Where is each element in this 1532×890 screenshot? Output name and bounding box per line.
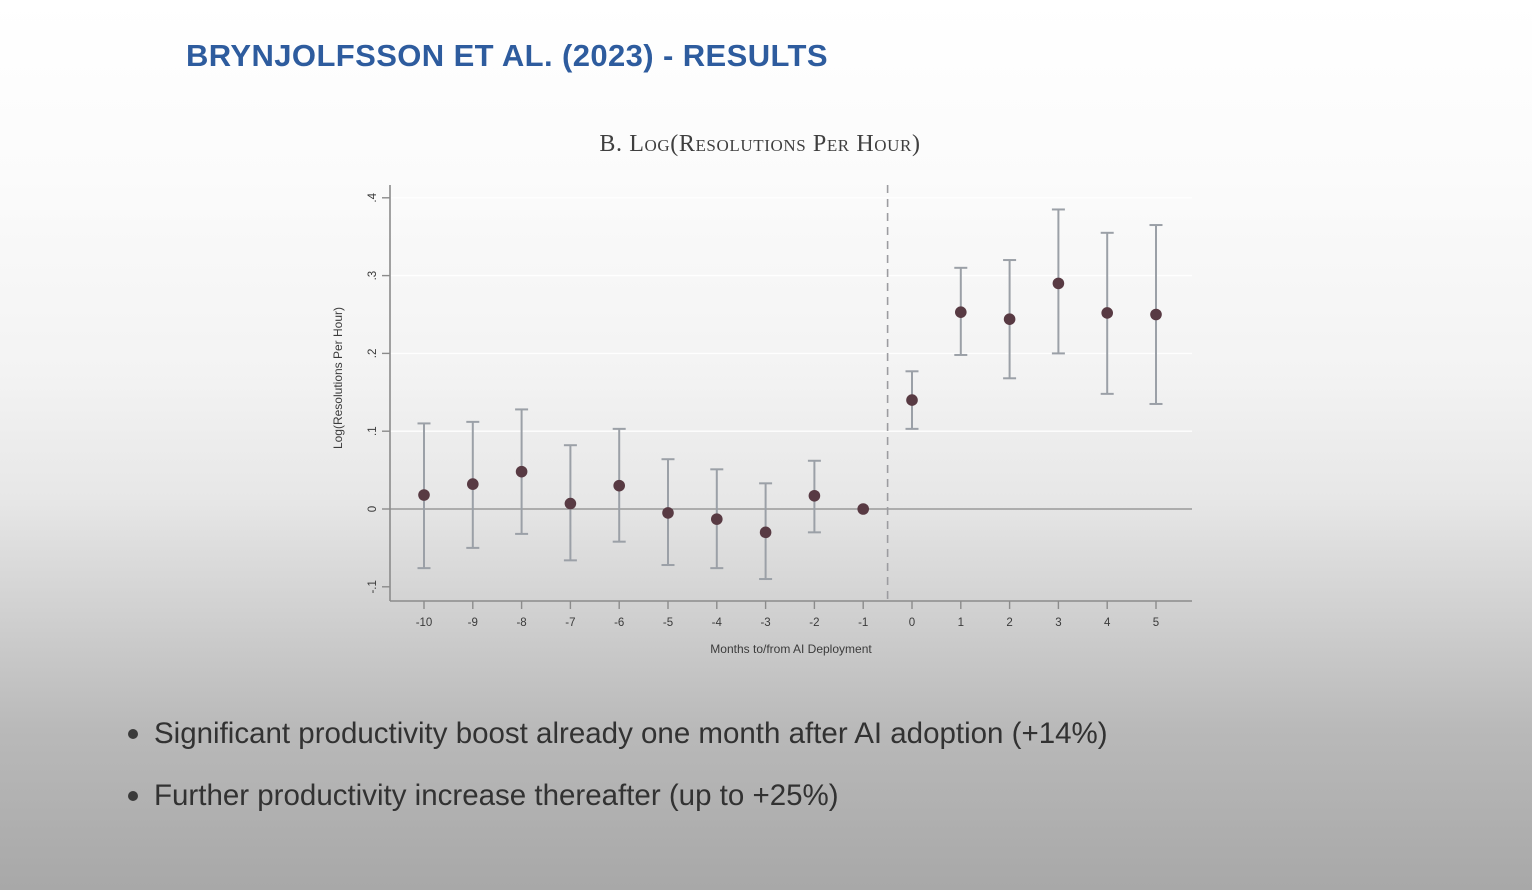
data-point	[759, 526, 772, 539]
chart-title: B. Log(Resolutions Per Hour)	[599, 131, 921, 157]
bullet-text: Significant productivity boost already o…	[154, 717, 1108, 750]
data-point	[808, 489, 821, 502]
x-tick-label: -7	[565, 617, 575, 629]
data-point	[906, 394, 918, 406]
data-point	[418, 489, 430, 501]
x-tick-label: 2	[1006, 617, 1012, 629]
data-point	[613, 479, 625, 492]
x-tick-label: -1	[858, 617, 868, 629]
slide-title: BRYNJOLFSSON ET AL. (2023) - RESULTS	[186, 38, 828, 73]
y-tick-label: .2	[367, 349, 379, 359]
y-tick-label: -.1	[367, 580, 379, 593]
bullet-icon	[128, 791, 138, 801]
x-tick-label: -9	[468, 617, 478, 629]
data-point	[955, 306, 967, 318]
y-tick-label: .1	[367, 426, 379, 436]
y-tick-label: .4	[367, 192, 379, 202]
y-tick-label: 0	[367, 506, 379, 512]
bullet-text: Further productivity increase thereafter…	[154, 779, 839, 812]
x-axis-title: Months to/from AI Deployment	[710, 642, 872, 656]
bullet-icon	[128, 729, 138, 739]
bullet-item: Significant productivity boost already o…	[122, 714, 1108, 753]
data-point	[857, 503, 869, 515]
data-point	[515, 465, 528, 478]
x-tick-label: 5	[1153, 617, 1159, 629]
x-tick-label: -4	[712, 617, 723, 629]
x-tick-label: 1	[958, 617, 964, 629]
bullet-item: Further productivity increase thereafter…	[122, 776, 1108, 815]
x-tick-label: -10	[416, 617, 433, 629]
data-point	[1101, 307, 1113, 319]
y-axis-title: Log(Resolutions Per Hour)	[331, 307, 345, 449]
x-tick-label: -5	[663, 617, 673, 629]
x-tick-label: -2	[809, 617, 819, 629]
data-point	[1003, 313, 1016, 325]
x-tick-label: 3	[1055, 617, 1061, 629]
x-tick-label: -6	[614, 617, 624, 629]
data-point	[564, 497, 577, 510]
data-point	[711, 513, 723, 525]
y-tick-label: .3	[367, 271, 379, 281]
bullet-list: Significant productivity boost already o…	[122, 714, 1108, 838]
data-point	[1150, 308, 1162, 321]
x-tick-label: -8	[516, 617, 526, 629]
x-tick-label: 0	[909, 617, 915, 629]
data-point	[662, 507, 674, 519]
x-tick-label: -3	[760, 617, 770, 629]
data-point	[467, 478, 479, 490]
x-tick-label: 4	[1104, 617, 1111, 629]
data-point	[1052, 277, 1065, 290]
